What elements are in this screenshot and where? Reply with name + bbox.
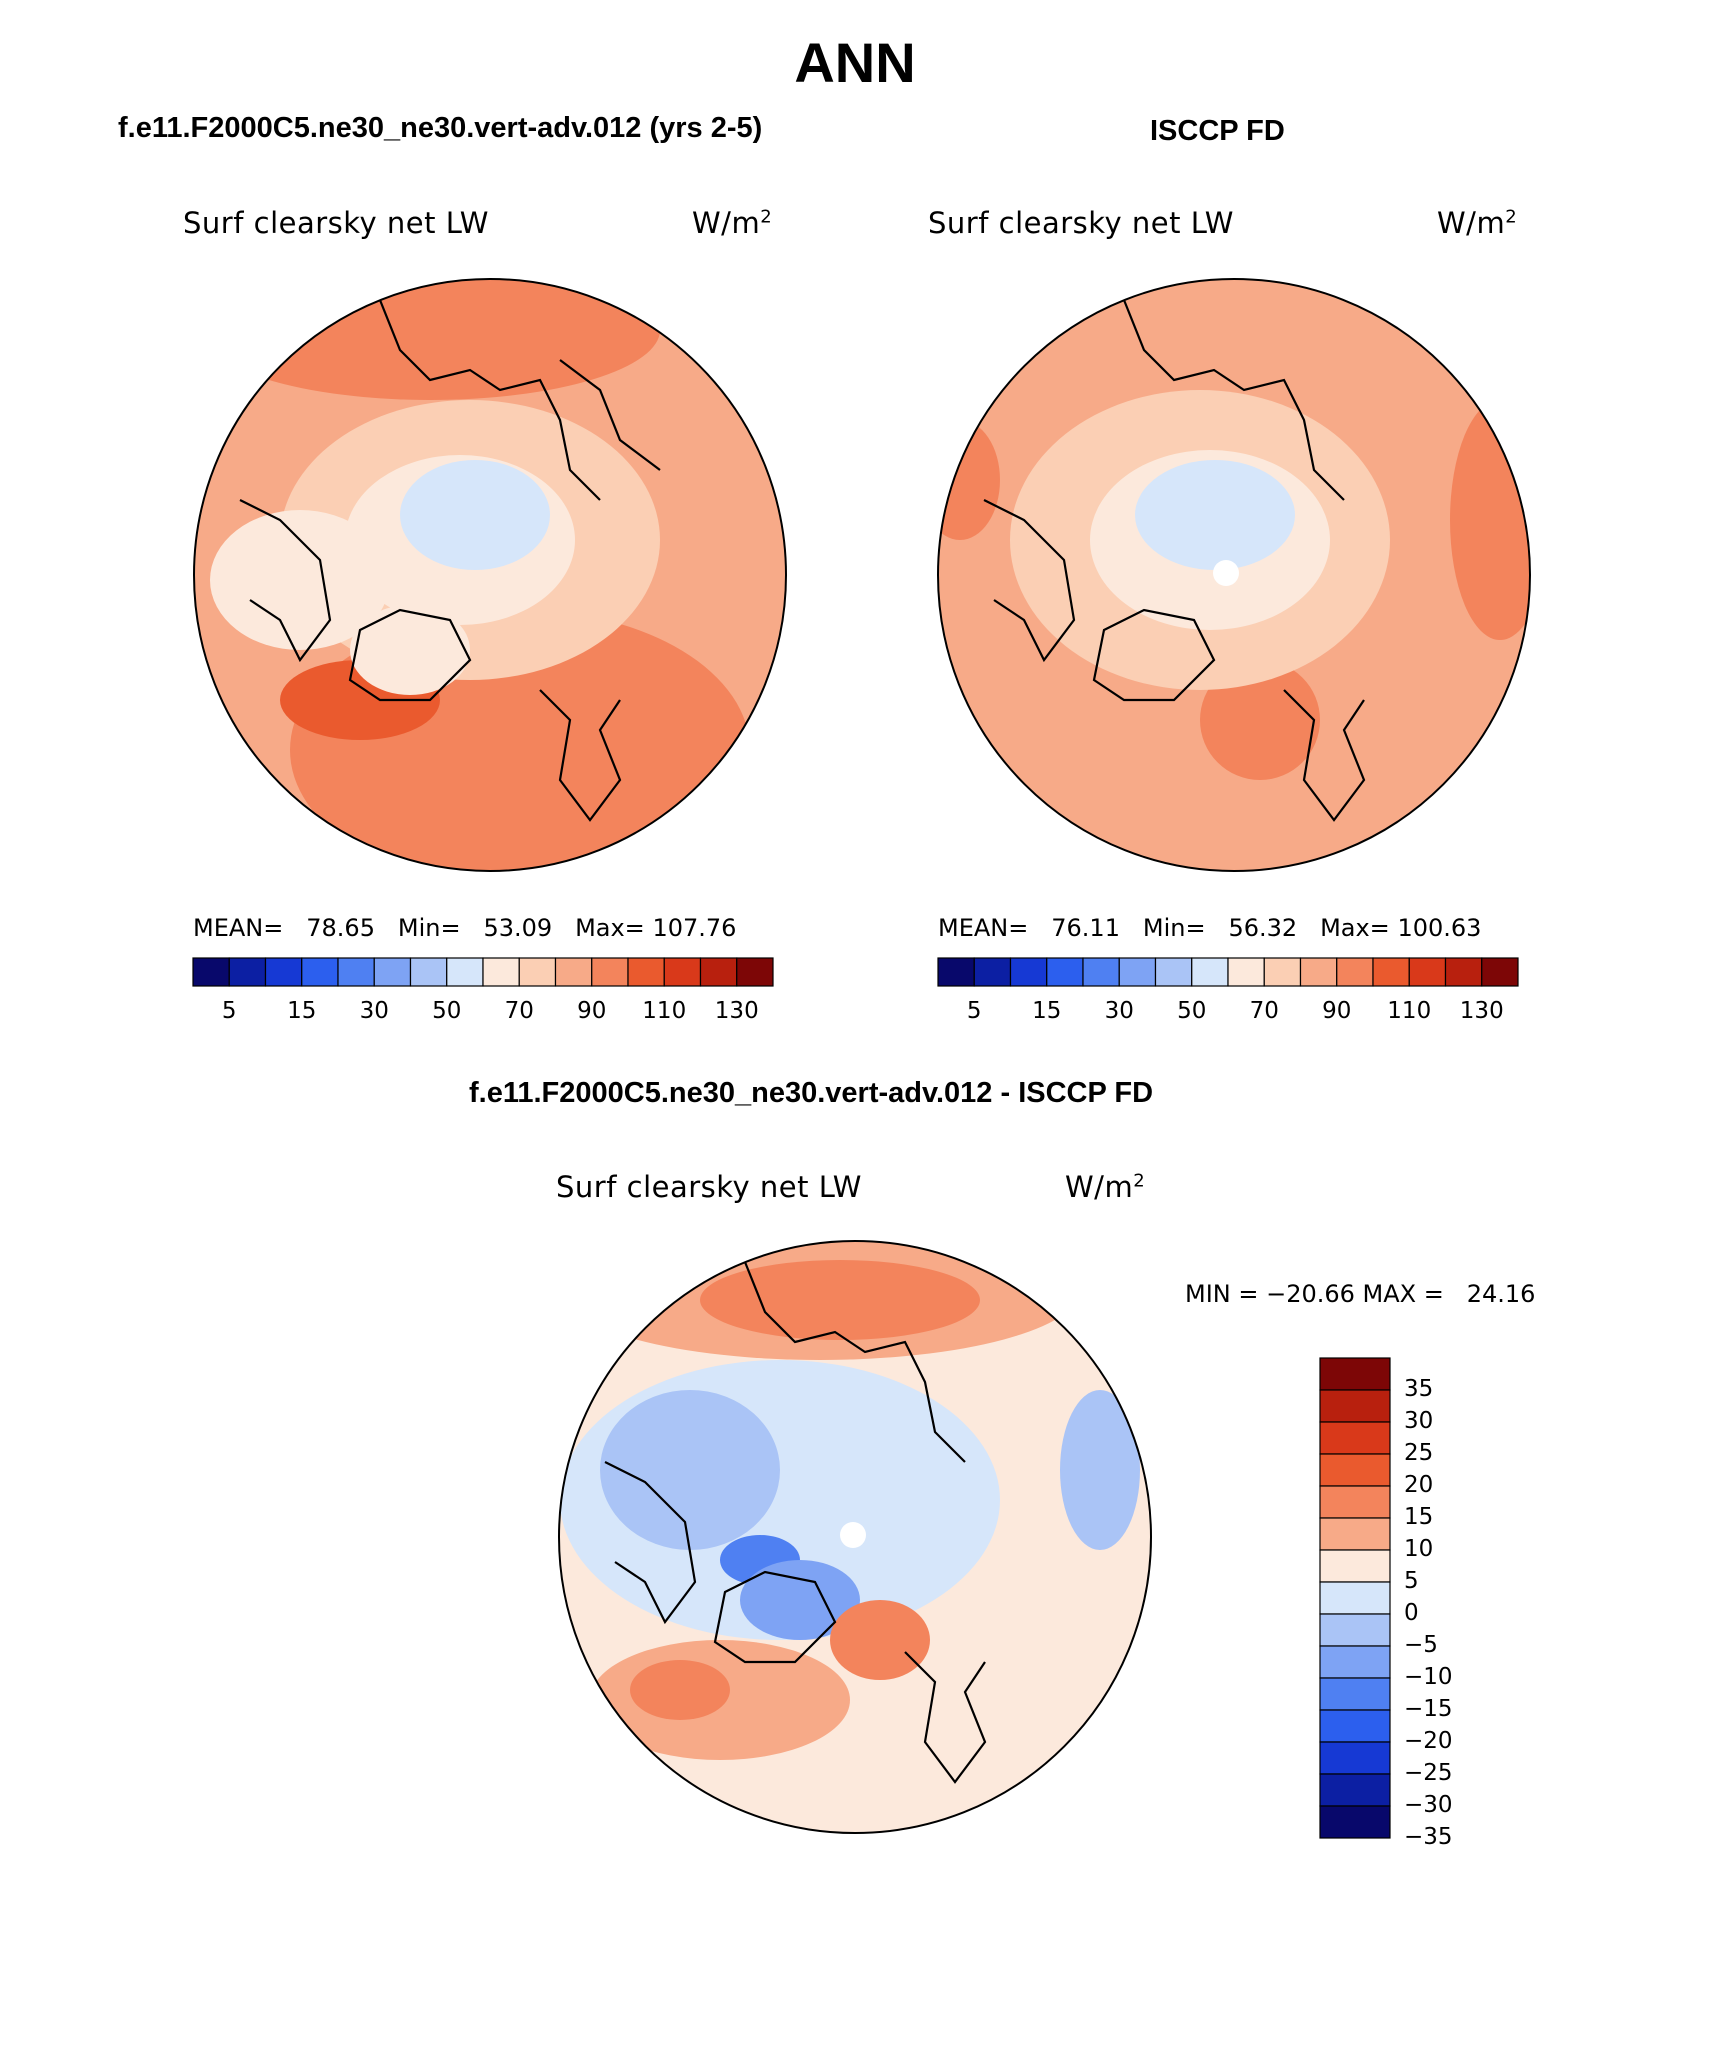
panel-2-map <box>938 279 1530 871</box>
panel-3-colorbar-tick-label: −20 <box>1404 1728 1453 1754</box>
panel-2-colorbar-swatch <box>1009 957 1048 987</box>
panel-2-colorbar-tick-label: 110 <box>1387 998 1432 1024</box>
panel-1-colorbar-swatch <box>409 957 448 987</box>
panel-3-border <box>558 1240 1152 1834</box>
panel-2-units: W/m2 <box>1437 206 1518 240</box>
panel-3-case-title: f.e11.F2000C5.ne30_ne30.vert-adv.012 - I… <box>469 1077 1154 1109</box>
panel-1-colorbar-swatch <box>736 957 774 987</box>
panel-3-units: W/m2 <box>1065 1170 1146 1204</box>
panel-1-colorbar-swatch <box>591 957 629 987</box>
panel-2-variable-label: Surf clearsky net LW <box>928 206 1234 240</box>
panel-1-colorbar-tick-label: 5 <box>221 998 237 1024</box>
panel-2-colorbar-swatch <box>1299 957 1338 987</box>
panel-2-colorbar-swatch <box>1046 957 1084 987</box>
panel-3-colorbar-tick-label: −30 <box>1404 1792 1453 1818</box>
panel-1-colorbar-tick-label: 30 <box>359 998 389 1024</box>
panel-1-colorbar-tick-label: 130 <box>714 998 759 1024</box>
panel-2-colorbar-tick-label: 5 <box>966 998 982 1024</box>
panel-2-colorbar-tick-label: 15 <box>1032 998 1062 1024</box>
panel-1-colorbar-swatch <box>446 957 484 987</box>
panel-1-map <box>194 279 786 871</box>
panel-3-colorbar-swatch <box>1319 1645 1391 1679</box>
panel-3-colorbar-tick-label: −25 <box>1404 1760 1453 1786</box>
panel-2-case-title: ISCCP FD <box>1150 115 1285 147</box>
panel-3-colorbar-tick-label: 30 <box>1404 1408 1434 1434</box>
panel-2-colorbar-tick-label: 130 <box>1459 998 1504 1024</box>
panel-3-colorbar-swatch <box>1319 1581 1391 1615</box>
panel-3-colorbar-tick-label: 0 <box>1404 1600 1419 1626</box>
panel-3-colorbar-swatch <box>1319 1453 1391 1487</box>
panel-1-colorbar-tick-label: 70 <box>504 998 534 1024</box>
panel-2-border <box>937 278 1531 872</box>
panel-2-colorbar-swatch <box>1408 957 1447 987</box>
panel-3-colorbar-tick-label: 25 <box>1404 1440 1434 1466</box>
panel-3-colorbar-tick-label: −10 <box>1404 1664 1453 1690</box>
panel-2-colorbar-swatch <box>1154 957 1193 987</box>
panel-3-colorbar-swatch <box>1319 1357 1391 1391</box>
panel-2-colorbar-swatch <box>973 957 1012 987</box>
panel-3-colorbar-tick-label: −15 <box>1404 1696 1453 1722</box>
panel-1-colorbar-swatch <box>192 957 230 987</box>
panel-3-map <box>559 1241 1151 1833</box>
panel-3-colorbar-tick-label: 15 <box>1404 1504 1434 1530</box>
panel-3-colorbar-swatch <box>1319 1805 1391 1839</box>
panel-3-colorbar-swatch <box>1319 1677 1391 1711</box>
panel-1-colorbar-swatch <box>699 957 738 987</box>
panel-3-colorbar-swatch <box>1319 1773 1391 1807</box>
panel-1-colorbar-swatch <box>663 957 702 987</box>
panel-2-colorbar-swatch <box>1336 957 1374 987</box>
panel-1-stats: MEAN= 78.65 Min= 53.09 Max= 107.76 <box>193 914 737 942</box>
panel-1-colorbar-swatch <box>228 957 267 987</box>
panel-1-colorbar-swatch <box>337 957 375 987</box>
panel-3-variable-label: Surf clearsky net LW <box>556 1170 862 1204</box>
panel-3-stats: MIN = −20.66 MAX = 24.16 <box>1185 1280 1536 1308</box>
panel-2-stats: MEAN= 76.11 Min= 56.32 Max= 100.63 <box>938 914 1482 942</box>
panel-3-colorbar-tick-label: −35 <box>1404 1824 1453 1850</box>
panel-3-colorbar-swatch <box>1319 1613 1391 1647</box>
panel-3-colorbar-swatch <box>1319 1741 1391 1775</box>
panel-1-colorbar-swatch <box>482 957 520 987</box>
panel-2-colorbar-swatch <box>1082 957 1120 987</box>
panel-1-case-title: f.e11.F2000C5.ne30_ne30.vert-adv.012 (yr… <box>118 112 763 144</box>
panel-2-colorbar-swatch <box>1227 957 1265 987</box>
panel-1-colorbar-tick-label: 110 <box>642 998 687 1024</box>
page-title: ANN <box>794 31 916 94</box>
panel-3-colorbar-swatch <box>1319 1517 1391 1551</box>
panel-2-colorbar-tick-label: 30 <box>1104 998 1134 1024</box>
panel-2-colorbar-swatch <box>1118 957 1157 987</box>
panel-2-colorbar-tick-label: 70 <box>1249 998 1279 1024</box>
panel-1-colorbar-swatch <box>627 957 665 987</box>
panel-1-colorbar-tick-label: 50 <box>432 998 462 1024</box>
panel-2-colorbar-swatch <box>1444 957 1483 987</box>
panel-1-border <box>193 278 787 872</box>
panel-2-colorbar-swatch <box>1372 957 1410 987</box>
panel-1-colorbar-tick-label: 15 <box>287 998 317 1024</box>
panel-1-colorbar-swatch <box>301 957 339 987</box>
panel-3-colorbar-swatch <box>1319 1421 1391 1455</box>
panel-1-colorbar-swatch <box>264 957 303 987</box>
panel-1-colorbar-tick-label: 90 <box>577 998 607 1024</box>
panel-3-colorbar-tick-label: 10 <box>1404 1536 1434 1562</box>
panel-3-colorbar-swatch <box>1319 1389 1391 1423</box>
panel-1-colorbar-swatch <box>518 957 557 987</box>
panel-3-colorbar-tick-label: −5 <box>1404 1632 1438 1658</box>
panel-1-units: W/m2 <box>692 206 773 240</box>
panel-2-colorbar-tick-label: 50 <box>1177 998 1207 1024</box>
panel-3-colorbar-tick-label: 5 <box>1404 1568 1419 1594</box>
panel-3-colorbar-swatch <box>1319 1485 1391 1519</box>
panel-3-colorbar-tick-label: 20 <box>1404 1472 1434 1498</box>
panel-1-colorbar-swatch <box>373 957 412 987</box>
panel-1-colorbar-swatch <box>554 957 593 987</box>
panel-3-colorbar-swatch <box>1319 1549 1391 1583</box>
panel-2-colorbar-tick-label: 90 <box>1322 998 1352 1024</box>
panel-2-colorbar-swatch <box>1481 957 1519 987</box>
panel-3-colorbar-swatch <box>1319 1709 1391 1743</box>
panel-2-colorbar-swatch <box>1191 957 1229 987</box>
panel-2-colorbar-swatch <box>1263 957 1302 987</box>
panel-1-variable-label: Surf clearsky net LW <box>183 206 489 240</box>
panel-3-colorbar-tick-label: 35 <box>1404 1376 1434 1402</box>
panel-2-colorbar-swatch <box>937 957 975 987</box>
